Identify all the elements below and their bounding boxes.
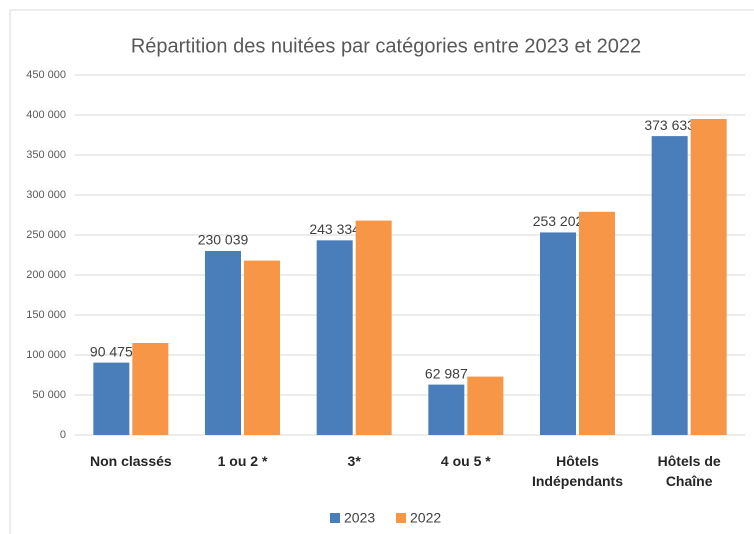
bar: [355, 220, 392, 435]
y-tick-label: 50 000: [32, 389, 66, 401]
legend-swatch: [330, 513, 340, 523]
y-tick-label: 450 000: [26, 69, 66, 81]
y-tick-label: 300 000: [26, 189, 66, 201]
bar: [467, 376, 504, 435]
bar: [540, 232, 576, 435]
chart-title: Répartition des nuitées par catégories e…: [131, 35, 641, 57]
bar: [132, 343, 169, 435]
y-tick-label: 400 000: [26, 109, 66, 121]
data-label: 243 334: [309, 221, 360, 237]
x-tick-label: 3*: [347, 453, 361, 469]
y-tick-label: 250 000: [26, 229, 66, 241]
legend-swatch: [396, 513, 406, 523]
legend-label: 2023: [344, 510, 375, 526]
y-tick-label: 350 000: [26, 149, 66, 161]
x-tick-label: 4 ou 5 *: [440, 453, 491, 469]
chart-frame: [9, 9, 754, 534]
bar: [579, 211, 615, 435]
bar: [93, 362, 130, 435]
bar: [316, 240, 353, 435]
data-label: 373 633: [644, 117, 695, 133]
bar: [651, 136, 688, 435]
bar: [205, 250, 241, 435]
data-label: 90 475: [90, 343, 133, 359]
x-tick-label: Hôtels de Chaîne: [657, 453, 721, 489]
data-label: 253 202: [533, 213, 584, 229]
legend-label: 2022: [410, 510, 441, 526]
bar: [428, 384, 465, 435]
y-tick-label: 100 000: [26, 349, 66, 361]
bar: [690, 119, 727, 435]
y-tick-label: 150 000: [26, 309, 66, 321]
x-tick-label: Hôtels Indépendants: [531, 453, 623, 489]
x-tick-label: Non classés: [89, 453, 172, 469]
y-tick-label: 0: [60, 429, 66, 441]
data-label: 230 039: [198, 232, 249, 248]
y-tick-label: 200 000: [26, 269, 66, 281]
bar: [244, 260, 280, 435]
data-label: 62 987: [425, 365, 468, 381]
x-tick-label: 1 ou 2 *: [217, 453, 268, 469]
